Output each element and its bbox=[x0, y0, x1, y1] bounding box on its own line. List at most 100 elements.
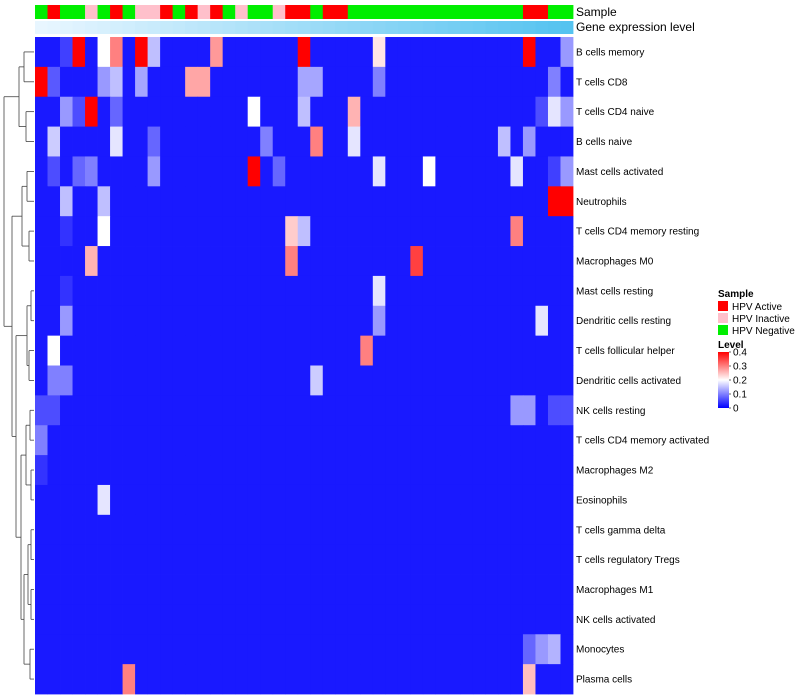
expression-annotation-cell bbox=[197, 21, 211, 34]
heatmap-cell bbox=[35, 574, 48, 605]
heatmap-cell bbox=[435, 96, 449, 127]
heatmap-cell bbox=[222, 186, 236, 217]
level-tick-label: 0 bbox=[733, 404, 739, 415]
heatmap-cell bbox=[347, 514, 361, 546]
heatmap-cell bbox=[285, 514, 299, 546]
heatmap-cell bbox=[135, 664, 148, 695]
heatmap-cell bbox=[372, 246, 386, 277]
heatmap-cell bbox=[347, 126, 361, 157]
heatmap-cell bbox=[360, 604, 374, 635]
heatmap-cell bbox=[410, 37, 424, 68]
heatmap-cell bbox=[535, 634, 549, 665]
heatmap-cell bbox=[160, 544, 174, 575]
heatmap-cell bbox=[310, 664, 324, 695]
heatmap-cell bbox=[460, 634, 474, 665]
heatmap-cell bbox=[185, 455, 199, 486]
heatmap-cell bbox=[97, 275, 111, 307]
heatmap-cell bbox=[310, 365, 324, 396]
heatmap-cell bbox=[560, 425, 574, 456]
heatmap-cell bbox=[522, 365, 536, 396]
heatmap-cell bbox=[210, 395, 224, 426]
heatmap-cell bbox=[35, 66, 48, 98]
expression-annotation-label: Gene expression level bbox=[576, 20, 695, 34]
heatmap-cell bbox=[185, 37, 199, 68]
heatmap-cell bbox=[310, 574, 324, 605]
heatmap-cell bbox=[297, 305, 311, 337]
heatmap-cell bbox=[285, 634, 299, 665]
heatmap-cell bbox=[85, 305, 98, 337]
heatmap-cell bbox=[97, 514, 111, 546]
heatmap-cell bbox=[197, 305, 211, 337]
heatmap-cell bbox=[172, 246, 186, 277]
heatmap-cell bbox=[410, 604, 424, 635]
heatmap-cell bbox=[422, 335, 436, 366]
heatmap-cell bbox=[372, 425, 386, 456]
heatmap-cell bbox=[172, 156, 186, 187]
heatmap-cell bbox=[385, 37, 399, 68]
heatmap-cell bbox=[385, 156, 399, 187]
heatmap-cell bbox=[522, 604, 536, 635]
heatmap-cell bbox=[410, 455, 424, 486]
heatmap-cell bbox=[260, 455, 274, 486]
heatmap-cell bbox=[535, 425, 549, 456]
expression-annotation-cell bbox=[385, 21, 399, 34]
heatmap-cell bbox=[435, 275, 449, 307]
heatmap-cell bbox=[297, 246, 311, 277]
heatmap-cell bbox=[185, 395, 199, 426]
heatmap-cell bbox=[372, 514, 386, 546]
heatmap-cell bbox=[247, 634, 261, 665]
heatmap-cell bbox=[222, 574, 236, 605]
heatmap-cell bbox=[85, 664, 98, 695]
heatmap-cell bbox=[560, 216, 574, 247]
heatmap-cell bbox=[360, 544, 374, 575]
heatmap-cell bbox=[322, 246, 336, 277]
heatmap-cell bbox=[185, 664, 199, 695]
heatmap-cell bbox=[147, 156, 161, 187]
heatmap-cell bbox=[497, 305, 511, 337]
heatmap-cell bbox=[35, 305, 48, 337]
heatmap-cell bbox=[135, 216, 148, 247]
heatmap-cell bbox=[135, 514, 148, 546]
sample-annotation-cell bbox=[60, 5, 73, 19]
heatmap-cell bbox=[347, 96, 361, 127]
heatmap-cell bbox=[285, 395, 299, 426]
heatmap-cell bbox=[547, 425, 561, 456]
row-labels: B cells memory T cells CD8 T cells CD4 nai… bbox=[576, 47, 709, 685]
heatmap-cell bbox=[197, 156, 211, 187]
sample-annotation-cell bbox=[260, 5, 274, 19]
heatmap-cell bbox=[60, 246, 73, 277]
heatmap-cell bbox=[297, 514, 311, 546]
heatmap-cell bbox=[35, 544, 48, 575]
heatmap-cell bbox=[47, 335, 61, 366]
expression-annotation-cell bbox=[222, 21, 236, 34]
heatmap-cell bbox=[72, 634, 86, 665]
heatmap-cell bbox=[122, 574, 136, 605]
heatmap-cell bbox=[372, 216, 386, 247]
heatmap-cell bbox=[160, 664, 174, 695]
heatmap-cell bbox=[172, 514, 186, 546]
heatmap-cell bbox=[435, 156, 449, 187]
heatmap-cell bbox=[460, 66, 474, 98]
heatmap-cell bbox=[347, 66, 361, 98]
heatmap-cell bbox=[60, 305, 73, 337]
sample-annotation-cell bbox=[110, 5, 123, 19]
heatmap-cell bbox=[422, 395, 436, 426]
heatmap-cell bbox=[497, 544, 511, 575]
heatmap-cell bbox=[372, 634, 386, 665]
heatmap-cell bbox=[560, 37, 574, 68]
heatmap-cell bbox=[72, 275, 86, 307]
heatmap-cell bbox=[460, 425, 474, 456]
heatmap-cell bbox=[322, 455, 336, 486]
heatmap-cell bbox=[497, 96, 511, 127]
heatmap-cell bbox=[297, 37, 311, 68]
sample-annotation-cell bbox=[447, 5, 461, 19]
heatmap-cell bbox=[372, 156, 386, 187]
heatmap-cell bbox=[97, 544, 111, 575]
heatmap-cell bbox=[172, 275, 186, 307]
heatmap-cell bbox=[97, 126, 111, 157]
heatmap-cell bbox=[310, 335, 324, 366]
heatmap-cell bbox=[447, 365, 461, 396]
heatmap-cell bbox=[122, 186, 136, 217]
heatmap-cell bbox=[560, 455, 574, 486]
heatmap-cell bbox=[285, 66, 299, 98]
